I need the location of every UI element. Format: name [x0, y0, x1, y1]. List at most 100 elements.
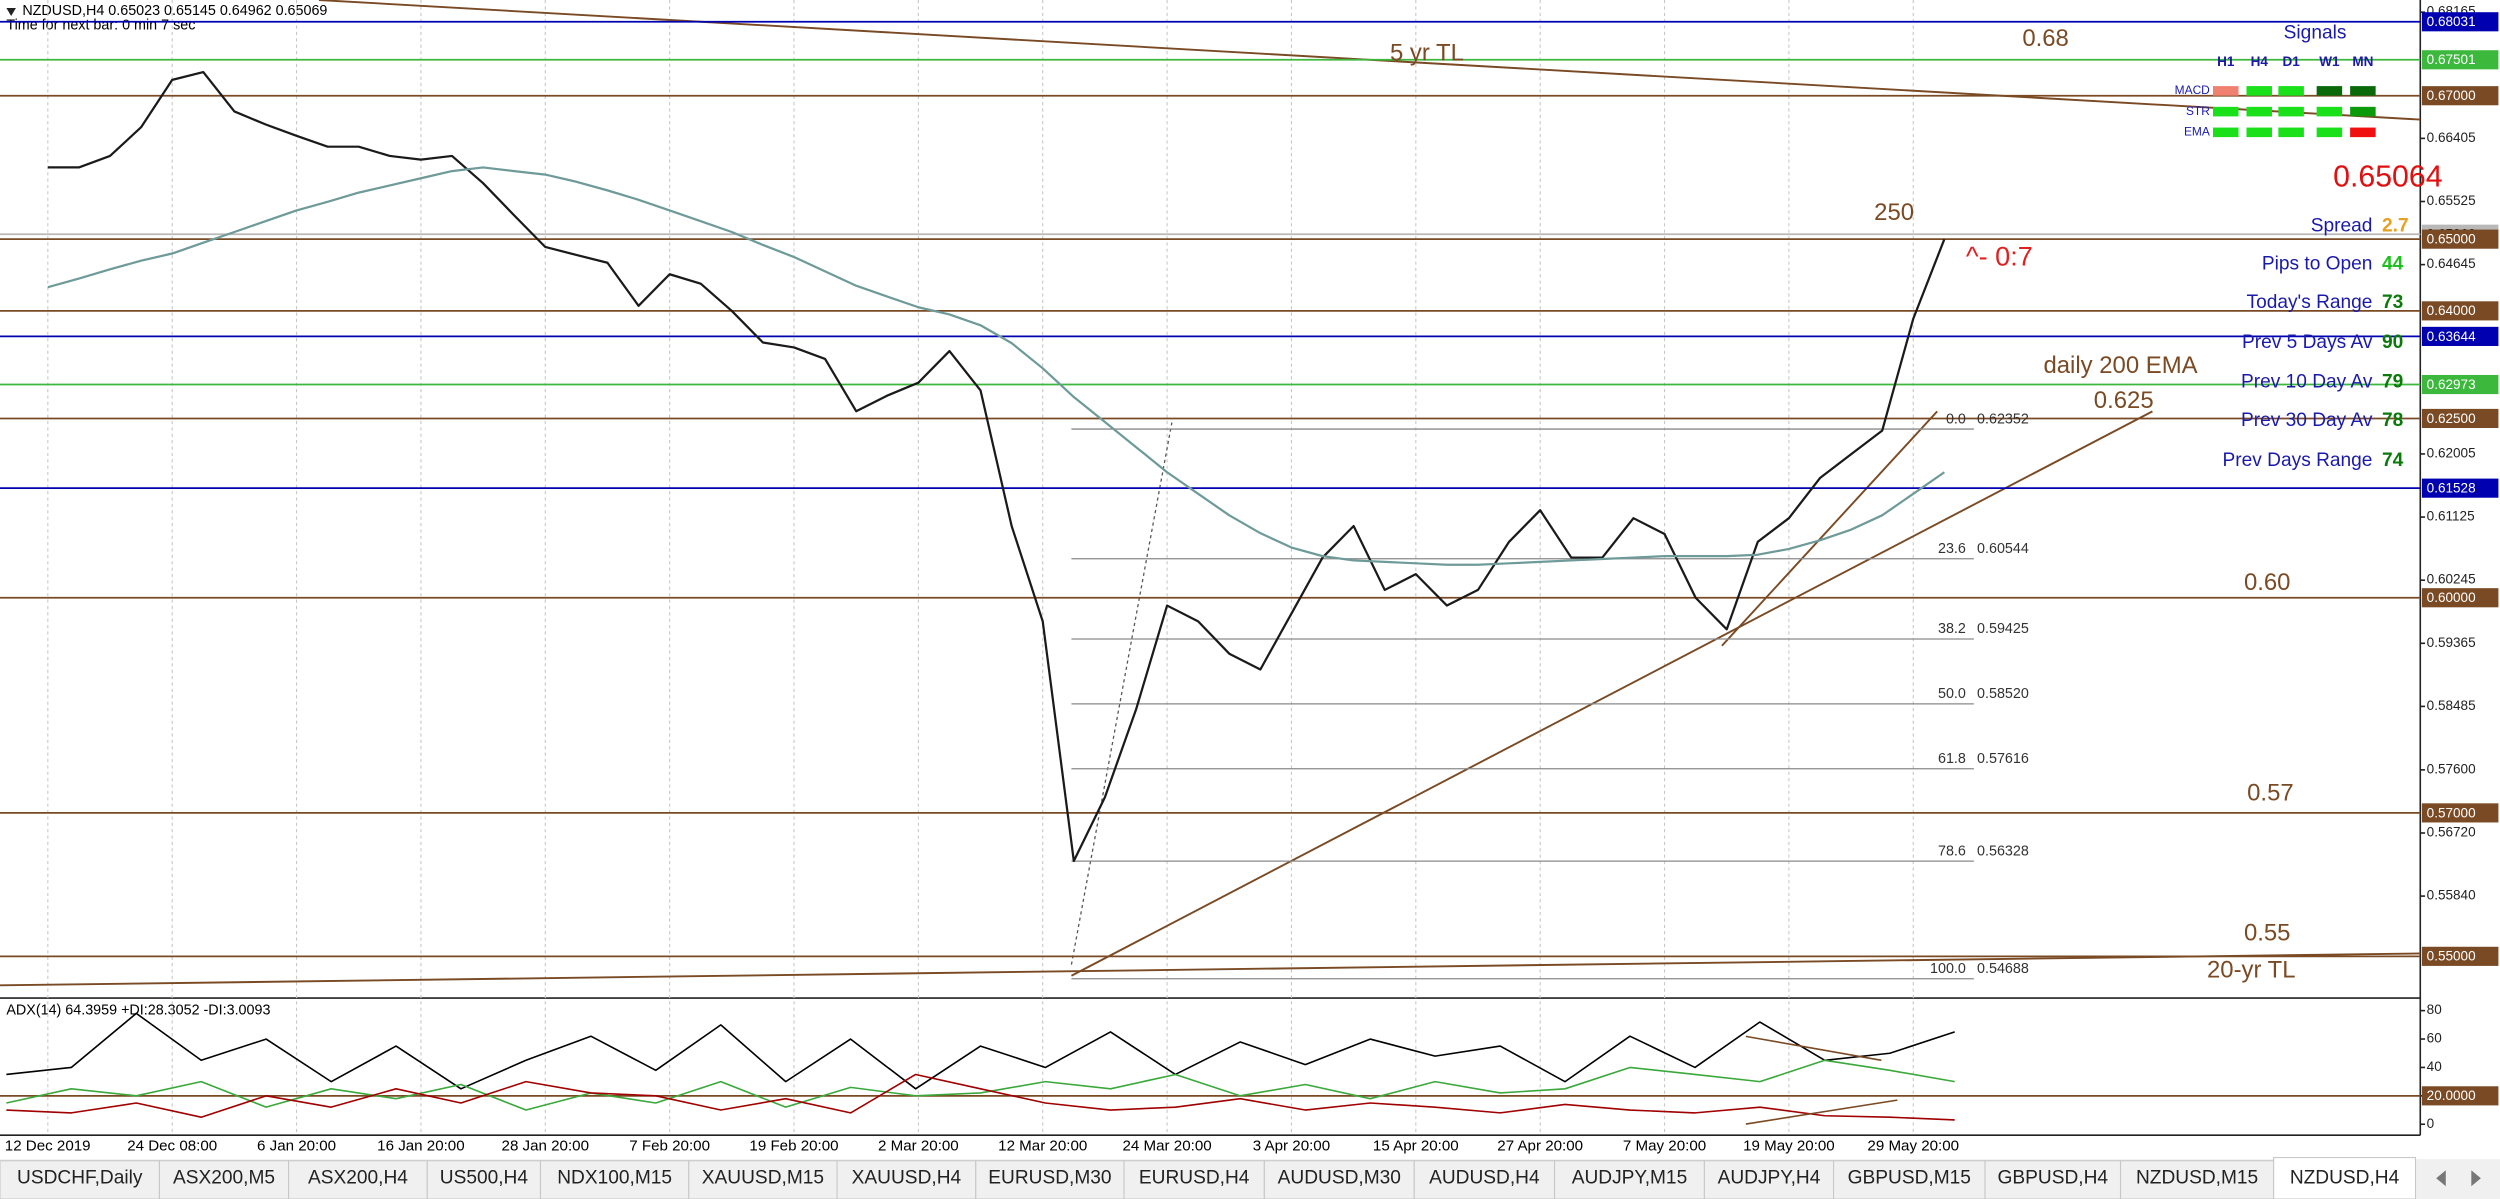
annotation: 0.55: [2244, 920, 2291, 947]
tab[interactable]: [1703, 1160, 1835, 1199]
x-tick-label: 29 May 20:00: [1867, 1137, 1959, 1154]
fib-level: 23.6: [1938, 541, 1966, 557]
signal-cell: [2246, 127, 2273, 138]
menu-arrow[interactable]: [6, 7, 16, 16]
tab[interactable]: [426, 1160, 542, 1199]
tab[interactable]: [1123, 1160, 1265, 1199]
x-tick-label: 3 Apr 20:00: [1253, 1137, 1330, 1154]
signal-cell: [2213, 86, 2239, 96]
stat-label: Today's Range: [2247, 292, 2373, 313]
trend-line: [1745, 1099, 1898, 1125]
level-box: [2421, 326, 2499, 346]
signal-cell: [2316, 86, 2343, 96]
tab-scroll-left[interactable]: [2436, 1170, 2446, 1187]
stat-label: Prev 10 Day Av: [2241, 372, 2373, 393]
tab-label[interactable]: USDCHF,Daily: [17, 1167, 143, 1188]
annotation: 0.57: [2247, 779, 2294, 806]
signal-cell: [2350, 127, 2376, 138]
series-label: daily 200 EMA: [2043, 352, 2197, 379]
level-box: [2421, 12, 2499, 32]
tab-label[interactable]: GBPUSD,M15: [1848, 1167, 1971, 1188]
y-tick-label: 0.59365: [2427, 635, 2476, 650]
x-tick-label: 15 Apr 20:00: [1373, 1137, 1459, 1154]
tab-label[interactable]: EURUSD,H4: [1139, 1167, 1250, 1188]
fib-price: 0.62352: [1977, 411, 2029, 427]
y-tick-label: 0.66405: [2427, 130, 2476, 145]
tab-label[interactable]: NZDUSD,M15: [2136, 1167, 2258, 1188]
fib-baseline: [1070, 422, 1173, 965]
level-label: 0.55000: [2427, 949, 2476, 964]
tab-label[interactable]: AUDJPY,M15: [1572, 1167, 1688, 1188]
y-tick-label: 60: [2427, 1031, 2442, 1046]
tab-label[interactable]: XAUUSD,H4: [852, 1167, 962, 1188]
tab-label[interactable]: XAUUSD,M15: [702, 1167, 824, 1188]
tab-label[interactable]: ASX200,M5: [173, 1167, 275, 1188]
series-line: [47, 166, 1945, 566]
current-price: 0.65064: [2333, 161, 2442, 194]
tab[interactable]: [1413, 1160, 1556, 1199]
fib-level: 50.0: [1938, 686, 1966, 702]
trend-line: [1745, 1035, 1882, 1062]
level-label: 0.57000: [2427, 805, 2476, 820]
signal-cell: [2316, 106, 2343, 117]
fib-level: 38.2: [1938, 621, 1966, 637]
tab[interactable]: [1832, 1160, 1986, 1199]
stat-label: Spread: [2311, 215, 2373, 236]
tab[interactable]: [2119, 1160, 2275, 1199]
level-label: 0.68031: [2427, 14, 2476, 29]
x-tick-label: 24 Dec 08:00: [127, 1137, 217, 1154]
y-tick-label: 0.62005: [2427, 446, 2476, 461]
stat-value: 90: [2382, 332, 2403, 353]
y-tick-label: 0.56720: [2427, 825, 2476, 840]
x-tick-label: 6 Jan 20:00: [257, 1137, 336, 1154]
level-box: [2421, 301, 2499, 321]
tab-label[interactable]: EURUSD,M30: [988, 1167, 1111, 1188]
tab-label[interactable]: GBPUSD,H4: [1998, 1167, 2109, 1188]
annotation: 20-yr TL: [2207, 956, 2296, 983]
annotation: 0.60: [2244, 569, 2291, 596]
series-line: [47, 70, 1946, 863]
level-label: 0.67000: [2427, 88, 2476, 103]
y-tick-label: 40: [2427, 1059, 2442, 1074]
x-tick-label: 2 Mar 20:00: [878, 1137, 959, 1154]
level-box: [2421, 86, 2499, 106]
x-tick-label: 16 Jan 20:00: [377, 1137, 464, 1154]
chart-title: NZDUSD,H4 0.65023 0.65145 0.64962 0.6506…: [22, 3, 327, 19]
tab-label[interactable]: NZDUSD,H4: [2290, 1167, 2400, 1188]
trend-line: [0, 952, 2421, 987]
x-tick-label: 19 Feb 20:00: [749, 1137, 838, 1154]
level-label: 0.62500: [2427, 411, 2476, 426]
signal-timeframe: MN: [2352, 54, 2373, 69]
series-line: [6, 1012, 1955, 1090]
tab-scroll-right[interactable]: [2471, 1170, 2481, 1187]
x-tick-label: 28 Jan 20:00: [502, 1137, 589, 1154]
tab[interactable]: [539, 1160, 690, 1199]
fib-level: 0.0: [1946, 411, 1966, 427]
annotation: 0.625: [2094, 387, 2154, 414]
y-tick-label: 0: [2427, 1116, 2435, 1131]
fib-price: 0.59425: [1977, 621, 2029, 637]
stat-value: 2.7: [2382, 215, 2409, 236]
y-tick-label: 0.58485: [2427, 698, 2476, 713]
tab-label[interactable]: ASX200,H4: [308, 1167, 408, 1188]
y-tick-label: 0.65525: [2427, 193, 2476, 208]
tab[interactable]: [975, 1160, 1125, 1199]
stat-label: Prev 5 Days Av: [2242, 332, 2373, 353]
signal-cell: [2350, 86, 2376, 96]
fib-price: 0.56328: [1977, 843, 2029, 859]
signal-timeframe: H1: [2217, 54, 2235, 69]
tab-label[interactable]: AUDUSD,M30: [1278, 1167, 1401, 1188]
tab[interactable]: [158, 1160, 290, 1199]
stat-value: 79: [2382, 372, 2403, 393]
y-tick-label: 0.55840: [2427, 888, 2476, 903]
level-box: [2421, 374, 2499, 395]
tab-label[interactable]: AUDUSD,H4: [1429, 1167, 1540, 1188]
tab-label[interactable]: US500,H4: [440, 1167, 529, 1188]
level-box: [2421, 50, 2499, 70]
signal-timeframe: H4: [2251, 54, 2269, 69]
level-label: 0.60000: [2427, 590, 2476, 605]
tab-label[interactable]: NDX100,M15: [557, 1167, 672, 1188]
fib-level: 61.8: [1938, 751, 1966, 767]
tab-label[interactable]: AUDJPY,H4: [1718, 1167, 1821, 1188]
